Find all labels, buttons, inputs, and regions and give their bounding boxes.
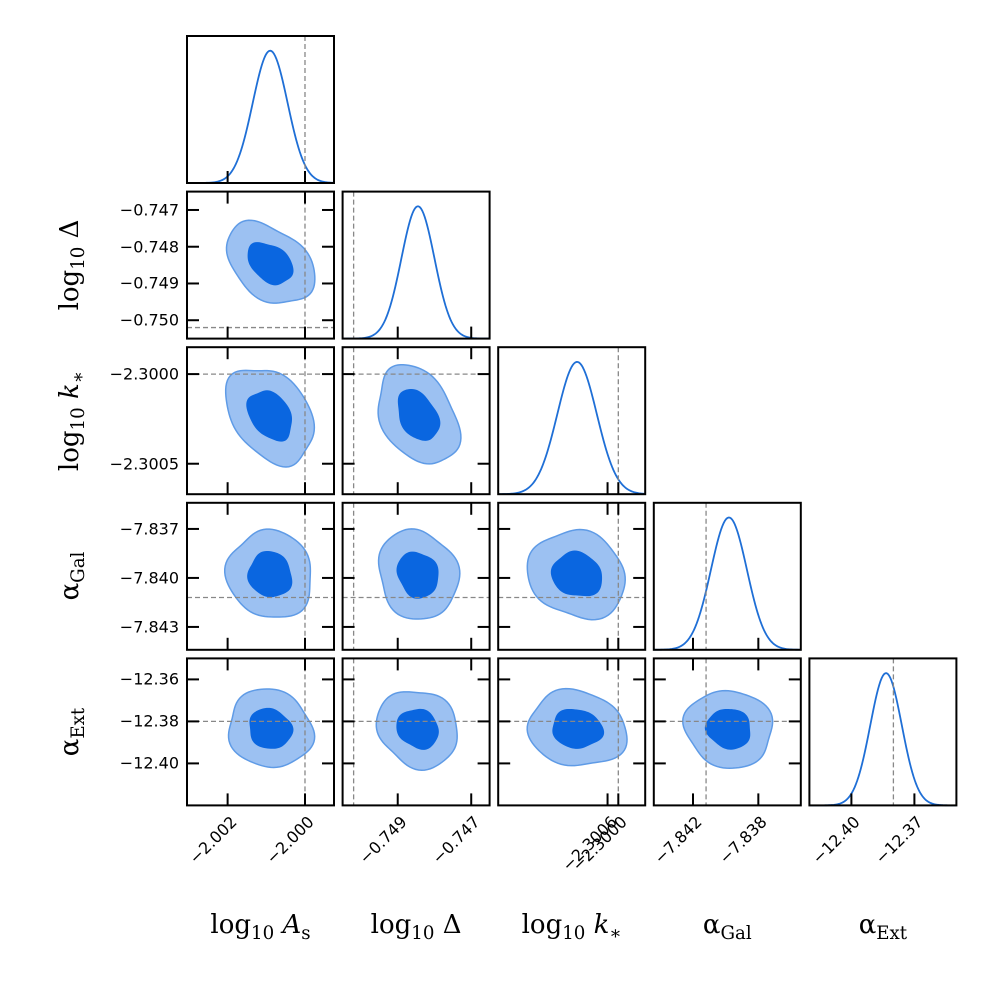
panel-logk-logk: [497, 346, 647, 496]
panel-logk-aExt: [497, 657, 647, 807]
panel-logDelta-aExt: [341, 657, 491, 807]
panel-frame: [186, 346, 335, 496]
contour-68-logk-aExt: [552, 708, 605, 749]
marginal-curve-aExt: [809, 672, 957, 807]
panel-frame: [341, 346, 491, 496]
panel-aExt-aExt: [808, 657, 958, 807]
contour-68-logDelta-aGal: [396, 551, 439, 599]
panel-frame: [652, 501, 802, 651]
panel-logk-aGal: [497, 501, 647, 651]
panel-frame: [186, 35, 335, 184]
panel-frame: [186, 190, 335, 340]
marginal-curve-logAs: [187, 49, 335, 184]
panel-logDelta-logDelta: [341, 190, 491, 340]
panel-logAs-aExt: [186, 657, 335, 807]
contour-68-logDelta-logk: [397, 388, 441, 441]
panel-logAs-logAs: [186, 35, 335, 184]
contour-68-logAs-logk: [246, 390, 293, 442]
panel-frame: [341, 501, 491, 651]
panel-frame: [497, 657, 647, 807]
panel-logDelta-aGal: [341, 501, 491, 651]
panel-logDelta-logk: [341, 346, 491, 496]
contour-68-logk-aGal: [550, 550, 603, 597]
contour-68-logDelta-aExt: [396, 708, 439, 750]
panel-aGal-aGal: [652, 501, 802, 651]
panel-frame: [341, 657, 491, 807]
panel-aGal-aExt: [652, 657, 802, 807]
marginal-curve-logDelta: [342, 205, 490, 340]
panel-frame: [497, 501, 647, 651]
panel-frame: [497, 346, 647, 496]
contour-68-logAs-aExt: [249, 707, 294, 749]
panel-frame: [186, 657, 335, 807]
panel-frame: [341, 190, 491, 340]
contour-68-logAs-aGal: [247, 550, 293, 598]
contour-68-aGal-aExt: [704, 709, 751, 750]
panel-frame: [186, 501, 335, 651]
marginal-curve-logk: [498, 361, 646, 496]
panel-logAs-aGal: [186, 501, 335, 651]
panel-frame: [652, 657, 802, 807]
contour-68-logAs-logDelta: [247, 242, 294, 286]
panel-logAs-logDelta: [186, 190, 335, 340]
panel-frame: [808, 657, 958, 807]
panel-logAs-logk: [186, 346, 335, 496]
marginal-curve-aGal: [653, 516, 801, 651]
